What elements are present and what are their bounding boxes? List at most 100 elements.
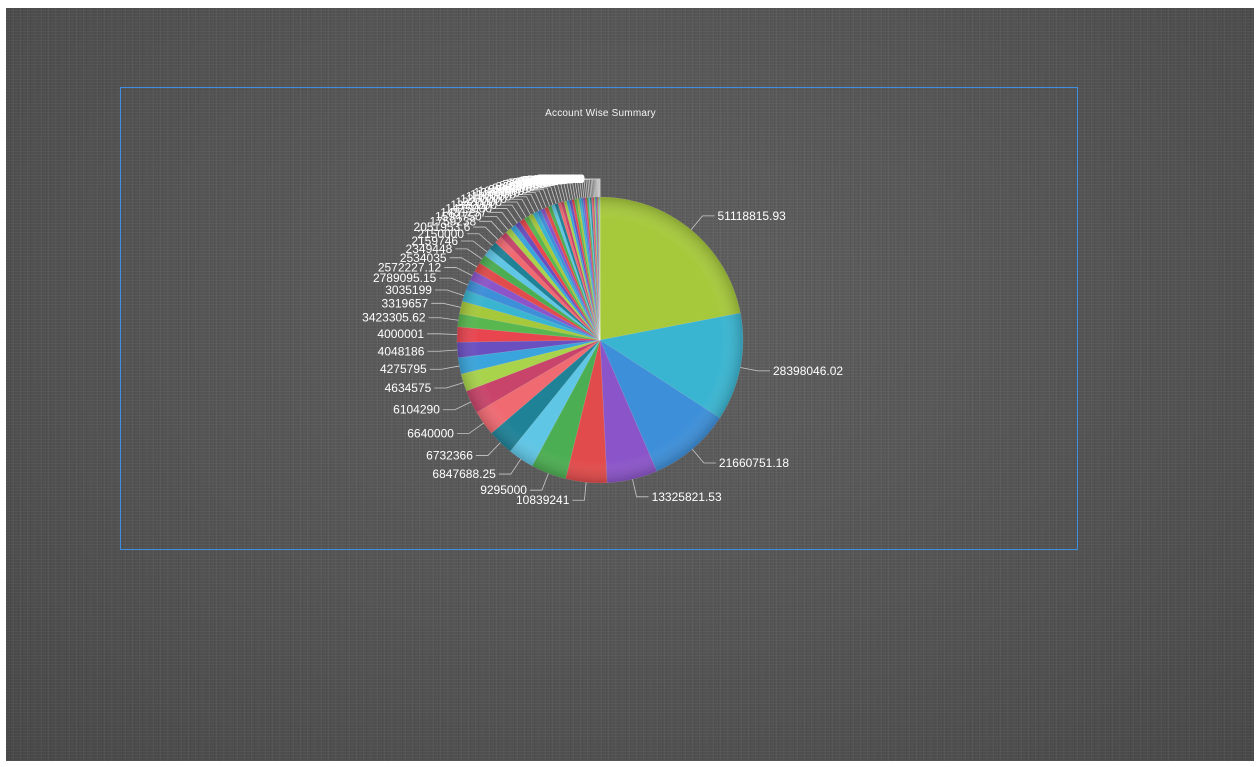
data-label: 950000 (488, 182, 528, 196)
leader-line (455, 248, 483, 260)
leader-line (505, 201, 527, 218)
leader-line (527, 190, 547, 208)
data-label: 13325821.53 (652, 490, 722, 504)
leader-line (429, 365, 460, 370)
data-label: 780000 (502, 178, 542, 192)
data-label: 170000 (543, 172, 583, 186)
data-label: 110000 (545, 172, 584, 186)
leader-line (545, 184, 563, 203)
data-label: 20000 (552, 172, 586, 186)
data-label: 590000 (520, 174, 560, 188)
leader-line (535, 187, 554, 206)
data-label: 320000 (538, 172, 578, 186)
data-label: 4048186 (378, 344, 425, 358)
data-label: 2349448 (406, 242, 453, 256)
data-label: 6640000 (407, 427, 454, 441)
leader-line (518, 194, 540, 211)
data-label: 2150000 (417, 227, 464, 241)
leader-line (427, 349, 458, 352)
data-label: 6104290 (393, 403, 440, 417)
data-label: 260000 (540, 172, 580, 186)
data-label: 230000 (541, 172, 581, 186)
leader-line (489, 211, 514, 227)
chart-frame (120, 87, 1078, 550)
data-label: 530000 (525, 173, 565, 187)
data-label: 680000 (512, 175, 552, 189)
data-label: 1250000 (460, 192, 507, 206)
leader-line (500, 204, 523, 221)
leader-line (632, 479, 649, 498)
leader-line (498, 458, 522, 475)
leader-line (509, 198, 531, 216)
data-label: 200000 (542, 172, 582, 186)
leader-line (428, 317, 459, 321)
leader-line (434, 289, 465, 296)
leader-line (690, 215, 715, 230)
leader-line (479, 220, 504, 235)
data-label: 650000 (515, 175, 555, 189)
leader-line (427, 333, 458, 335)
leader-line (473, 226, 499, 240)
data-label: 1050000 (474, 186, 521, 200)
data-label: 350000 (536, 172, 576, 186)
leader-line (434, 382, 464, 389)
data-label: 28398046.02 (773, 364, 843, 378)
data-label: 470000 (529, 173, 569, 187)
leader-line (523, 192, 543, 210)
data-label: 1425000 (445, 202, 492, 216)
data-label: 820000 (499, 179, 539, 193)
leader-line (587, 178, 601, 198)
data-label: 2572227.12 (378, 261, 442, 275)
data-label: 51118815.93 (718, 209, 787, 223)
leader-line (529, 473, 549, 491)
leader-line (475, 442, 501, 456)
leader-line (740, 367, 771, 372)
data-label: 290000 (539, 172, 579, 186)
data-label: 6847688.25 (432, 467, 496, 481)
data-label: 9295000 (480, 483, 527, 497)
leader-line (431, 302, 461, 308)
leader-line (548, 183, 566, 202)
data-label: 1000000 (478, 184, 525, 198)
data-label: 50000 (551, 172, 585, 186)
data-label: 1594750 (435, 210, 482, 224)
leader-line (484, 216, 509, 231)
leader-line (531, 188, 551, 207)
data-label: 740000 (506, 177, 546, 191)
data-label: 3319657 (382, 296, 429, 310)
leader-line (449, 257, 478, 268)
leader-line (495, 208, 518, 224)
data-label: 1180000 (466, 190, 512, 204)
data-label: 2051953.6 (414, 220, 471, 234)
data-label: 80000 (551, 172, 585, 186)
data-label: 1481257 (440, 205, 487, 219)
leader-line (554, 182, 571, 201)
data-label: 700000 (509, 176, 549, 190)
data-label: 380000 (534, 172, 574, 186)
leader-line (456, 422, 484, 434)
data-label: 1390000 (450, 198, 497, 212)
data-label: 140000 (544, 172, 584, 186)
data-label: 2789095.15 (373, 271, 437, 285)
data-label: 4000001 (377, 327, 424, 341)
leader-line (514, 196, 536, 213)
leader-line (542, 185, 560, 204)
data-label: 6732366 (426, 449, 473, 463)
data-label: 4275795 (380, 362, 427, 376)
data-label: 2159746 (411, 234, 458, 248)
leader-line (572, 482, 587, 501)
data-label: 500000 (527, 173, 567, 187)
leader-line (444, 267, 473, 277)
leader-line (439, 277, 469, 286)
leader-line (442, 401, 472, 411)
data-label: 410000 (533, 172, 573, 186)
data-label: 3035199 (385, 283, 432, 297)
data-label: 800 (565, 172, 585, 186)
data-label: 21660751.18 (719, 456, 789, 470)
data-label: 560000 (522, 174, 562, 188)
leader-line (538, 186, 557, 204)
data-label: 3423305.62 (362, 311, 426, 325)
leader-line (691, 448, 716, 464)
data-label: 1100000 (470, 188, 516, 202)
